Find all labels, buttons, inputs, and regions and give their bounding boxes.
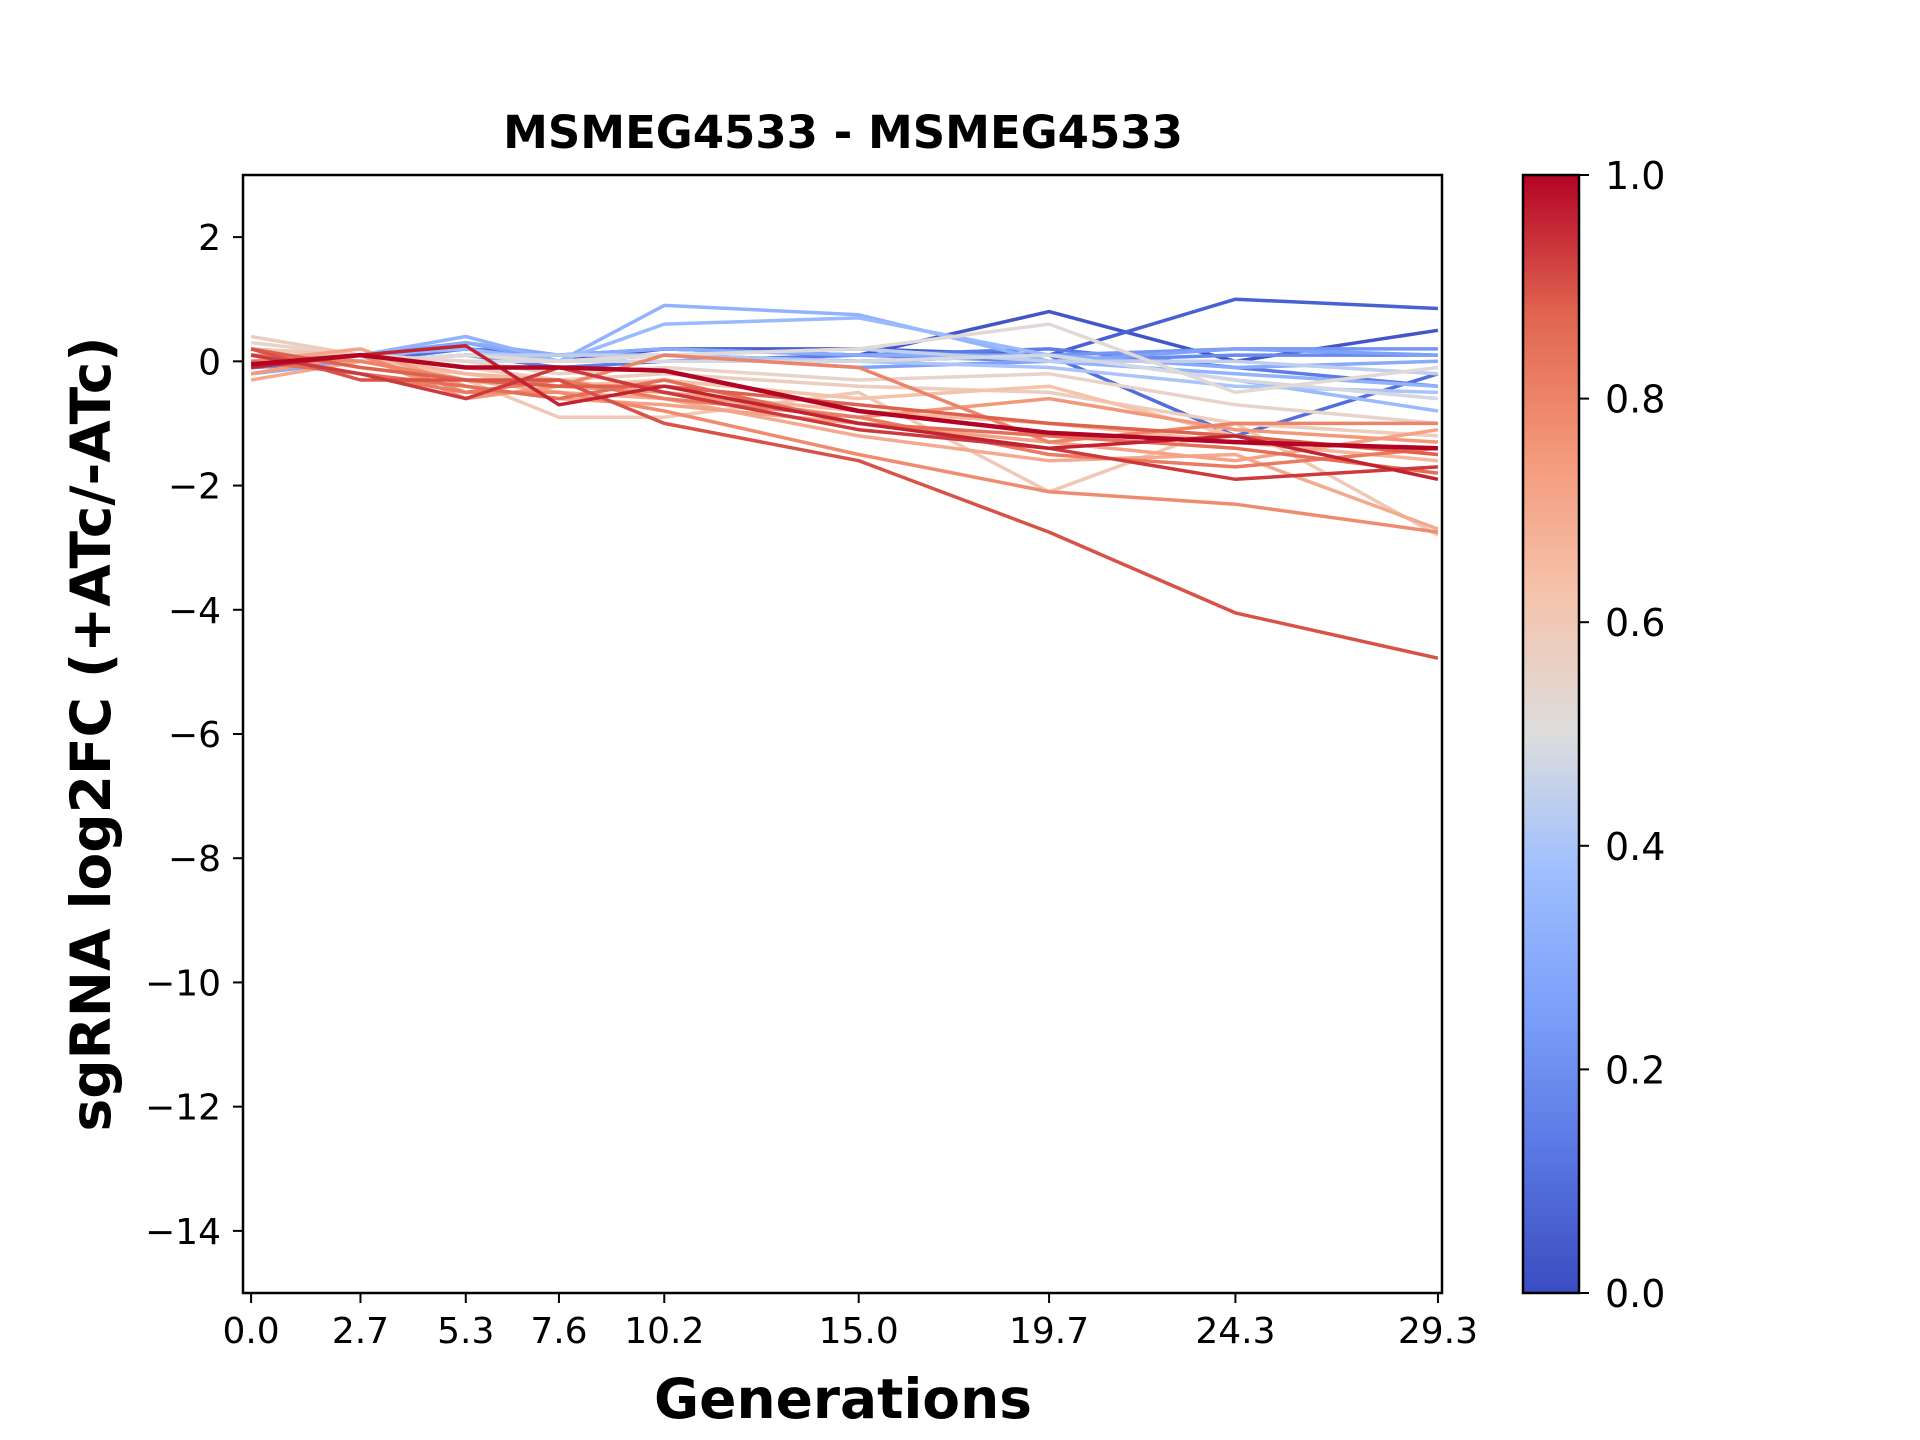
- colorbar-tick-label: 1.0: [1605, 154, 1665, 198]
- x-axis: 0.0 2.7 5.3 7.6 10.2 15.0 19.7 24.3 29.3: [222, 1293, 1478, 1352]
- y-axis-label: sgRNA log2FC (+ATc/-ATc): [59, 336, 123, 1131]
- series-line-17: [251, 347, 1439, 537]
- x-tick-label: 5.3: [437, 1311, 494, 1352]
- chart-title: MSMEG4533 - MSMEG4533: [503, 106, 1183, 159]
- colorbar-tick-label: 0.4: [1605, 825, 1665, 869]
- colorbar-axis: 0.0 0.2 0.4 0.6 0.8 1.0: [1579, 154, 1665, 1316]
- y-tick-label: −4: [168, 591, 221, 632]
- y-tick-label: −14: [145, 1212, 221, 1253]
- series-line-24: [251, 353, 1438, 444]
- series-layer: [250, 297, 1439, 660]
- colorbar-tick-label: 0.6: [1605, 601, 1665, 645]
- y-tick-label: −12: [145, 1088, 221, 1129]
- series-line-29: [250, 353, 1439, 482]
- y-tick-label: −6: [168, 715, 221, 756]
- colorbar-tick-label: 0.2: [1605, 1048, 1665, 1092]
- x-tick-label: 19.7: [1009, 1311, 1089, 1352]
- y-tick-label: 0: [198, 342, 221, 383]
- y-tick-label: −8: [168, 839, 221, 880]
- series-line-26: [250, 359, 1439, 475]
- x-tick-label: 7.6: [530, 1311, 587, 1352]
- y-tick-label: −10: [145, 963, 221, 1004]
- x-tick-label: 29.3: [1398, 1311, 1478, 1352]
- x-tick-label: 24.3: [1195, 1311, 1275, 1352]
- y-tick-label: −2: [168, 467, 221, 508]
- colorbar: [1521, 173, 1581, 1295]
- x-tick-label: 2.7: [332, 1311, 389, 1352]
- x-tick-label: 15.0: [819, 1311, 899, 1352]
- series-line-8: [250, 340, 1438, 376]
- colorbar-tick-label: 0.8: [1605, 378, 1665, 422]
- colorbar-tick-label: 0.0: [1605, 1272, 1665, 1316]
- y-tick-label: 2: [198, 218, 221, 259]
- y-axis: 2 0 −2 −4 −6 −8 −10 −12 −14: [145, 218, 243, 1253]
- x-tick-label: 10.2: [624, 1311, 704, 1352]
- x-tick-label: 0.0: [222, 1311, 279, 1352]
- series-line-28: [250, 347, 1439, 660]
- x-axis-label: Generations: [654, 1367, 1032, 1431]
- series-line-31: [250, 352, 1438, 451]
